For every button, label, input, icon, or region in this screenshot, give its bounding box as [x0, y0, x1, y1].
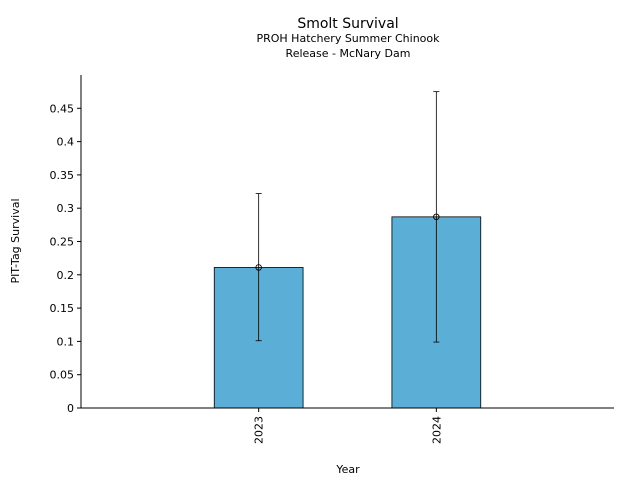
y-tick-label: 0 [67, 402, 74, 415]
point-marker-2023 [255, 264, 262, 271]
y-tick-label: 0.2 [57, 269, 75, 282]
y-tick-label: 0.35 [50, 169, 75, 182]
y-tick-label: 0.25 [50, 236, 75, 249]
plot-area [213, 91, 482, 409]
y-axis-label: PIT-Tag Survival [9, 198, 22, 283]
y-tick-label: 0.45 [50, 102, 75, 115]
chart-subtitle-line-2: Release - McNary Dam [286, 47, 411, 60]
chart-subtitle-line-1: PROH Hatchery Summer Chinook [256, 32, 440, 45]
y-tick-label: 0.05 [50, 369, 75, 382]
point-marker-2024 [433, 213, 440, 221]
y-tick-label: 0.4 [57, 136, 75, 149]
y-tick-label: 0.3 [57, 202, 75, 215]
x-tick-label-2023: 2023 [253, 416, 266, 444]
y-tick-label: 0.1 [57, 335, 75, 348]
x-axis-label: Year [335, 463, 360, 476]
chart-title: Smolt Survival [297, 16, 398, 32]
x-tick-label-2024: 2024 [430, 416, 443, 444]
y-tick-label: 0.15 [50, 302, 75, 315]
